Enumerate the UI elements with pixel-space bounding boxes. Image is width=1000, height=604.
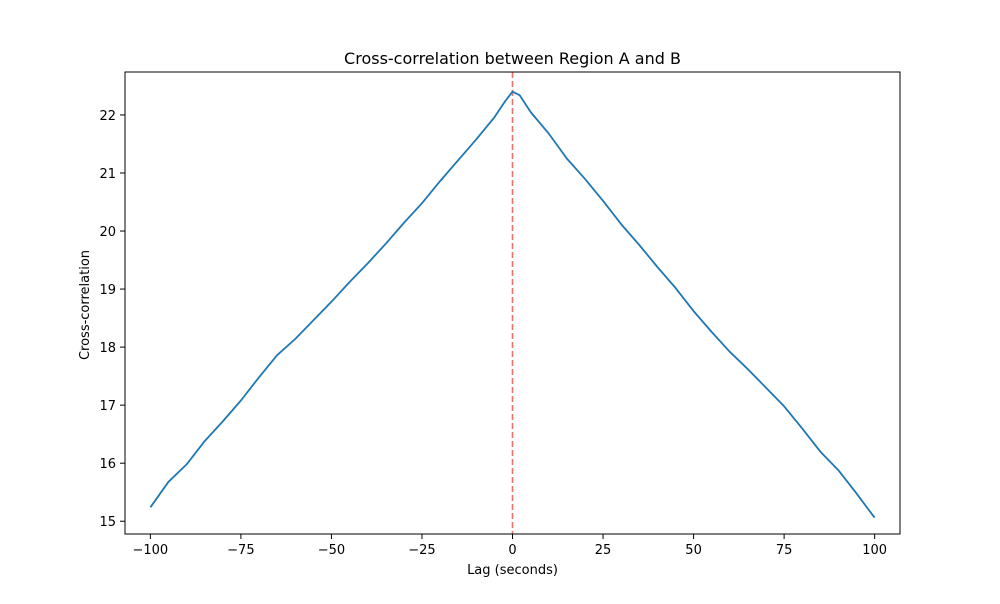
y-tick-label: 22 bbox=[99, 109, 116, 124]
x-axis-ticks: −100 −75 −50 −25 0 25 50 75 100 bbox=[132, 534, 887, 558]
x-axis-label: Lag (seconds) bbox=[467, 563, 558, 578]
x-tick-label: −50 bbox=[318, 543, 345, 558]
y-tick-label: 17 bbox=[99, 399, 116, 414]
x-tick-label: −25 bbox=[408, 543, 435, 558]
x-tick-label: 50 bbox=[685, 543, 702, 558]
x-tick-label: −75 bbox=[227, 543, 254, 558]
y-tick-label: 15 bbox=[99, 515, 116, 530]
chart-title: Cross-correlation between Region A and B bbox=[344, 49, 681, 68]
y-tick-label: 20 bbox=[99, 225, 116, 240]
series-line-0 bbox=[149, 90, 876, 519]
x-tick-label: 75 bbox=[776, 543, 793, 558]
y-axis-label: Cross-correlation bbox=[78, 250, 93, 360]
y-tick-label: 16 bbox=[99, 457, 116, 472]
y-tick-label: 18 bbox=[99, 341, 116, 356]
x-tick-label: −100 bbox=[132, 543, 168, 558]
x-tick-label: 0 bbox=[508, 543, 516, 558]
x-tick-label: 100 bbox=[862, 543, 887, 558]
y-tick-label: 21 bbox=[99, 167, 116, 182]
y-tick-label: 19 bbox=[99, 283, 116, 298]
plot-area bbox=[124, 71, 901, 535]
y-axis-ticks: 15 16 17 18 19 20 21 22 bbox=[99, 109, 125, 530]
x-tick-label: 25 bbox=[595, 543, 612, 558]
